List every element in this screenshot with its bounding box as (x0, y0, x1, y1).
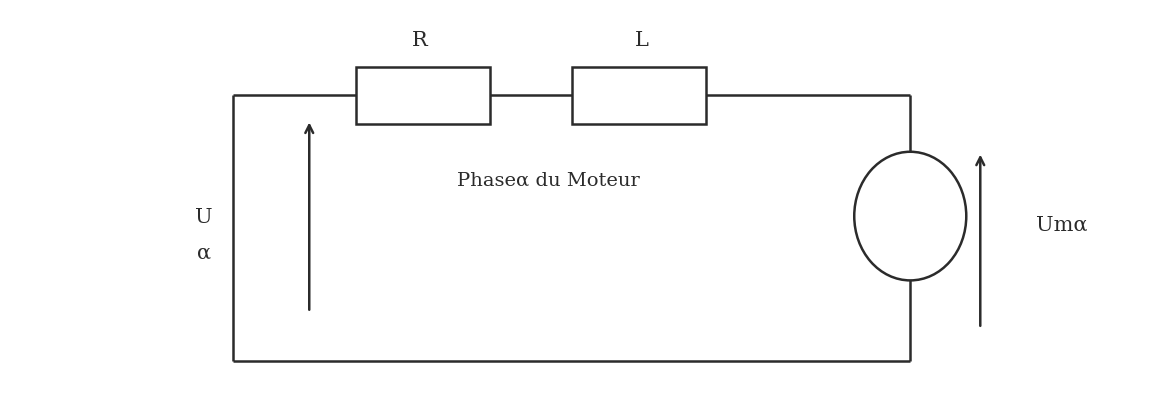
Text: L: L (635, 30, 649, 50)
Text: Umα: Umα (1036, 215, 1088, 234)
Text: α: α (197, 243, 211, 262)
Text: U: U (195, 207, 214, 226)
Text: R: R (412, 30, 428, 50)
Bar (356, 68, 490, 124)
Bar (572, 68, 706, 124)
Ellipse shape (854, 152, 966, 281)
Text: Phaseα du Moteur: Phaseα du Moteur (457, 172, 640, 189)
